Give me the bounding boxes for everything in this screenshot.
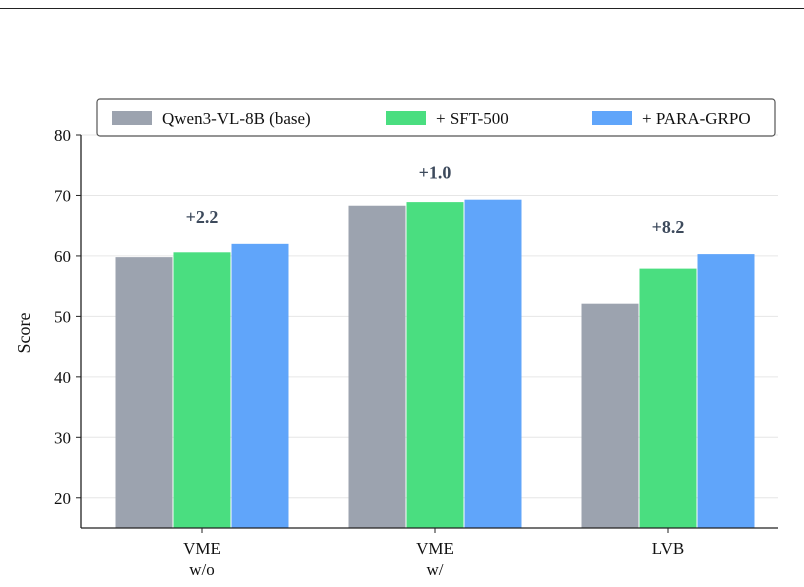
gain-annotation: +8.2 — [652, 217, 685, 237]
bar — [173, 252, 231, 528]
legend-swatch — [112, 111, 152, 125]
x-tick-label: VME — [416, 539, 454, 558]
bars-group — [115, 199, 755, 529]
gain-annotation: +2.2 — [186, 207, 219, 227]
y-axis-label: Score — [14, 312, 34, 353]
legend-label: Qwen3-VL-8B (base) — [162, 109, 311, 128]
bar — [231, 243, 289, 529]
x-tick-label: VME — [183, 539, 221, 558]
bar — [406, 202, 464, 528]
y-tick-label: 50 — [54, 307, 71, 326]
bar — [464, 199, 522, 528]
x-tick-labels: VME w/o VME w/LVB — [183, 539, 684, 579]
legend: Qwen3-VL-8B (base) + SFT-500 + PARA-GRPO — [96, 98, 776, 137]
x-tick-label: LVB — [652, 539, 684, 558]
y-tick-label: 70 — [54, 186, 71, 205]
gain-annotation: +1.0 — [419, 163, 452, 183]
legend-label: + SFT-500 — [436, 109, 509, 128]
y-tick-label: 80 — [54, 126, 71, 145]
legend-box — [96, 98, 776, 137]
x-tick-label: w/o — [189, 560, 215, 579]
x-tick-label: w/ — [427, 560, 444, 579]
axes-group — [76, 134, 778, 533]
bar — [697, 254, 755, 528]
legend-swatch — [386, 111, 426, 125]
gain-annotations: +2.2 +1.0 +8.2 — [186, 163, 685, 237]
bar — [581, 303, 639, 528]
legend-swatch — [592, 111, 632, 125]
page-top-rule — [0, 8, 804, 9]
bar — [639, 268, 697, 528]
y-tick-labels: 20 30 40 50 60 70 80 — [54, 126, 71, 508]
bar — [115, 257, 173, 528]
bar — [348, 205, 406, 529]
y-tick-label: 60 — [54, 247, 71, 266]
y-tick-label: 40 — [54, 368, 71, 387]
y-tick-label: 30 — [54, 428, 71, 447]
legend-label: + PARA-GRPO — [642, 109, 751, 128]
y-tick-label: 20 — [54, 489, 71, 508]
